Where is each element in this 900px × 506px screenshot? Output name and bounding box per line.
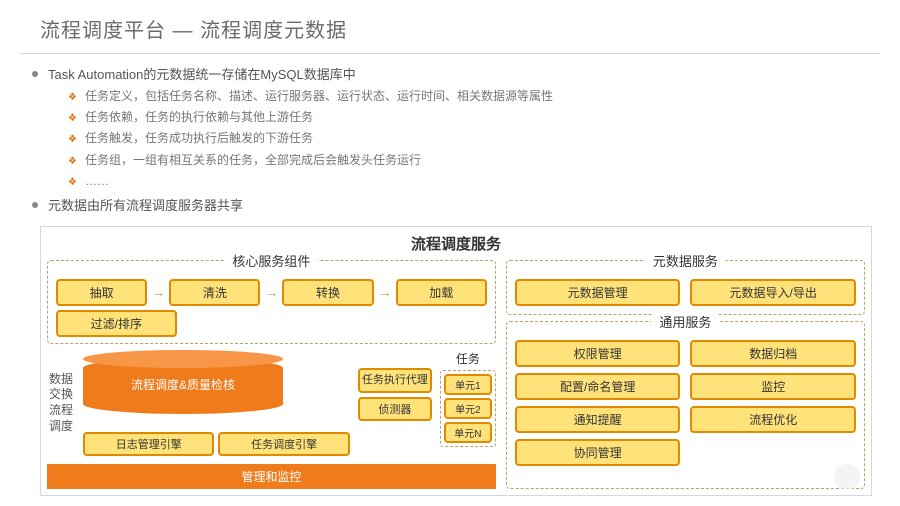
etl-box: 过滤/排序 (56, 310, 177, 337)
task-unit-group: 单元1 单元2 单元N (440, 370, 496, 447)
page-title: 流程调度平台 — 流程调度元数据 (0, 0, 900, 53)
bullet-lvl2: ❖任务触发，任务成功执行后触发的下游任务 (68, 129, 880, 148)
bullet-lvl2: ❖…… (68, 172, 880, 191)
diamond-icon: ❖ (68, 154, 77, 170)
bullet-lvl1: Task Automation的元数据统一存储在MySQL数据库中 (32, 64, 880, 83)
agent-box: 任务执行代理 (358, 368, 432, 393)
core-service-group: 核心服务组件 抽取→ 清洗→ 转换→ 加载 过滤/排序 (47, 260, 496, 344)
svc-box: 监控 (690, 373, 856, 400)
svc-box: 协同管理 (515, 439, 681, 466)
task-header: 任务 (440, 350, 496, 367)
svc-box: 权限管理 (515, 340, 681, 367)
task-unit: 单元2 (444, 398, 492, 419)
mid-region: 数据 交换 流程 调度 流程调度&质量检核 日志管理引擎 任务调度引擎 (47, 350, 496, 456)
general-service-group: 通用服务 权限管理 数据归档 配置/命名管理 监控 通知提醒 流程优化 协同管理 (506, 321, 865, 489)
engine-box: 日志管理引擎 (83, 432, 214, 456)
arrow-icon: → (378, 284, 392, 300)
bullet-text: Task Automation的元数据统一存储在MySQL数据库中 (48, 64, 356, 83)
disk-stack: 流程调度&质量检核 (83, 350, 350, 428)
bullet-text: 元数据由所有流程调度服务器共享 (48, 195, 243, 214)
bullet-lvl1: 元数据由所有流程调度服务器共享 (32, 195, 880, 214)
engine-box: 任务调度引擎 (218, 432, 349, 456)
diamond-icon: ❖ (68, 175, 77, 191)
bullet-lvl2: ❖任务组，一组有相互关系的任务，全部完成后会触发头任务运行 (68, 151, 880, 170)
diamond-icon: ❖ (68, 90, 77, 106)
bullet-dot-icon (32, 202, 38, 208)
diamond-icon: ❖ (68, 111, 77, 127)
diamond-icon: ❖ (68, 132, 77, 148)
group-title: 通用服务 (651, 312, 719, 331)
group-title: 元数据服务 (645, 251, 726, 270)
etl-box: 加载 (396, 279, 487, 306)
vertical-label: 数据 交换 流程 调度 (47, 350, 75, 456)
diagram-container: 流程调度服务 核心服务组件 抽取→ 清洗→ 转换→ 加载 过滤/排序 数据 交换 (40, 226, 872, 496)
etl-box: 抽取 (56, 279, 147, 306)
svc-box: 元数据导入/导出 (690, 279, 856, 306)
diagram-title: 流程调度服务 (47, 233, 865, 254)
bullet-lvl2: ❖任务依赖，任务的执行依赖与其他上游任务 (68, 108, 880, 127)
bullet-dot-icon (32, 71, 38, 77)
arrow-icon: → (151, 284, 165, 300)
agent-box: 侦测器 (358, 397, 432, 421)
group-title: 核心服务组件 (224, 251, 318, 270)
etl-box: 转换 (282, 279, 373, 306)
bullet-list: Task Automation的元数据统一存储在MySQL数据库中 ❖任务定义，… (0, 64, 900, 226)
etl-box: 清洗 (169, 279, 260, 306)
bullet-lvl2: ❖任务定义，包括任务名称、描述、运行服务器、运行状态、运行时间、相关数据源等属性 (68, 87, 880, 106)
header-divider (20, 53, 880, 54)
manage-monitor-bar: 管理和监控 (47, 464, 496, 489)
svc-box: 流程优化 (690, 406, 856, 433)
svc-box: 元数据管理 (515, 279, 681, 306)
svc-box: 数据归档 (690, 340, 856, 367)
etl-row: 抽取→ 清洗→ 转换→ 加载 (56, 279, 487, 306)
task-unit: 单元1 (444, 374, 492, 395)
metadata-service-group: 元数据服务 元数据管理 元数据导入/导出 (506, 260, 865, 315)
scheduler-disk: 流程调度&质量检核 (83, 358, 283, 414)
watermark-icon (834, 464, 860, 490)
arrow-icon: → (264, 284, 278, 300)
svc-box: 配置/命名管理 (515, 373, 681, 400)
svc-box: 通知提醒 (515, 406, 681, 433)
task-unit: 单元N (444, 422, 492, 443)
